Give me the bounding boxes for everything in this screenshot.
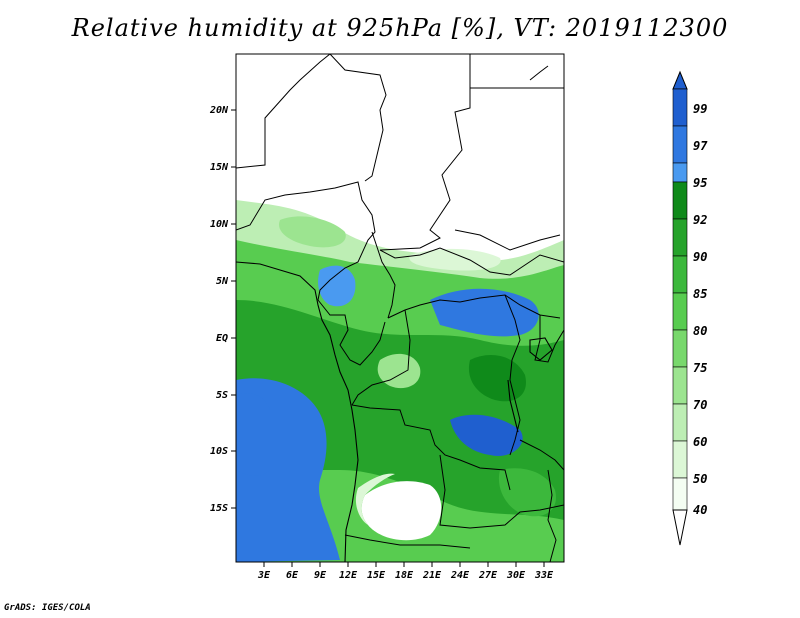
colorbar-swatch-97	[672, 125, 688, 164]
coastline	[236, 261, 553, 562]
lat-label-15n: 15N	[210, 162, 229, 173]
lon-label-3e: 3E	[257, 570, 271, 581]
colorbar-swatch-85	[672, 255, 688, 294]
lon-label-21e: 21E	[422, 570, 442, 581]
colorbar-label-85: 85	[693, 287, 707, 301]
boundary-sudan-ss	[454, 229, 561, 251]
light-patch-northwest	[279, 216, 346, 248]
software-credit: GrADS: IGES/COLA	[4, 603, 91, 613]
humidity-field	[236, 54, 564, 562]
colorbar-label-60: 60	[693, 435, 707, 449]
lat-label-5s: 5S	[216, 390, 228, 401]
colorbar-swatch-75	[672, 329, 688, 368]
boundary-niger-chad	[236, 54, 331, 169]
colorbar-swatch-92	[672, 181, 688, 220]
boundary-chad-car	[379, 247, 564, 276]
lake-tanganyika	[507, 379, 519, 433]
colorbar: 99 97 95 92 90 85 80 75 70 60 50 40	[672, 70, 708, 546]
colorbar-swatch-40	[672, 477, 688, 511]
colorbar-top-arrow	[672, 70, 688, 90]
colorbar-swatch-80	[672, 292, 688, 331]
boundary-angola-namibia	[344, 534, 471, 549]
lon-label-30e: 30E	[506, 570, 526, 581]
colorbar-swatch-99	[672, 88, 688, 127]
boundary-car-drc	[387, 294, 561, 319]
boundary-cameroon-car	[371, 231, 396, 319]
colorbar-swatch-90	[672, 218, 688, 257]
boundary-gabon-congo	[317, 299, 386, 366]
colorbar-label-40: 40	[693, 503, 707, 517]
lat-label-5n: 5N	[216, 276, 229, 287]
colorbar-label-90: 90	[693, 250, 707, 264]
colorbar-swatch-70	[672, 366, 688, 405]
saturated-zone-coast	[236, 393, 270, 476]
lat-label-10s: 10S	[210, 446, 228, 457]
lon-label-33e: 33E	[534, 570, 554, 581]
boundary-drc-angola	[351, 404, 511, 491]
boundary-egypt-coast	[529, 65, 549, 81]
colorbar-swatch-60	[672, 403, 688, 442]
boundary-chad-sudan	[379, 54, 471, 251]
map-frame	[235, 53, 565, 563]
lon-label-6e: 6E	[286, 570, 299, 581]
lat-label-10n: 10N	[210, 219, 229, 230]
colorbar-label-92: 92	[693, 213, 707, 227]
colorbar-label-99: 99	[693, 102, 707, 116]
boundary-congo-drc	[351, 309, 411, 406]
boundary-malawi	[547, 469, 557, 562]
latitude-axis: 20N 15N 10N 5N EQ 5S 10S 15S	[209, 105, 236, 514]
political-boundaries	[236, 54, 564, 562]
lon-label-15e: 15E	[367, 570, 386, 581]
saturated-zone-northeast	[430, 288, 539, 337]
boundary-east-africa	[534, 315, 564, 363]
boundary-angola-zambia	[439, 454, 564, 529]
green-patch-southeast	[498, 468, 556, 517]
lat-label-20n: 20N	[209, 105, 229, 116]
dry-patch-angola	[361, 481, 442, 541]
west-coastline	[236, 261, 359, 562]
lake-victoria	[529, 337, 553, 361]
saturated-zone-west	[318, 265, 356, 307]
lon-label-9e: 9E	[314, 570, 327, 581]
boundary-libya-chad	[329, 54, 387, 182]
lon-label-12e: 12E	[339, 570, 358, 581]
lat-label-15s: 15S	[210, 503, 228, 514]
boundary-drc-east	[504, 294, 521, 456]
lon-label-18e: 18E	[395, 570, 414, 581]
colorbar-label-50: 50	[693, 472, 707, 486]
boundary-tanzania-zambia	[519, 439, 564, 471]
colorbar-label-80: 80	[693, 324, 707, 338]
colorbar-swatch-95	[672, 162, 688, 183]
dry-patch-rim	[355, 473, 395, 525]
boundary-nigeria-cameroon	[236, 181, 376, 301]
colorbar-label-70: 70	[693, 398, 707, 412]
lon-label-27e: 27E	[478, 570, 498, 581]
colorbar-label-95: 95	[693, 176, 707, 190]
light-patch-central	[377, 353, 421, 389]
lat-label-eq: EQ	[216, 333, 228, 344]
saturated-zone-east	[450, 414, 523, 456]
colorbar-label-97: 97	[693, 139, 708, 153]
map-title: Relative humidity at 925hPa [%], VT: 201…	[71, 14, 729, 42]
colorbar-bottom-arrow	[672, 509, 688, 546]
colorbar-label-75: 75	[693, 361, 707, 375]
longitude-axis: 3E 6E 9E 12E 15E 18E 21E 24E 27E 30E 33E	[257, 562, 554, 581]
colorbar-swatch-50	[672, 440, 688, 479]
lon-label-24e: 24E	[450, 570, 470, 581]
